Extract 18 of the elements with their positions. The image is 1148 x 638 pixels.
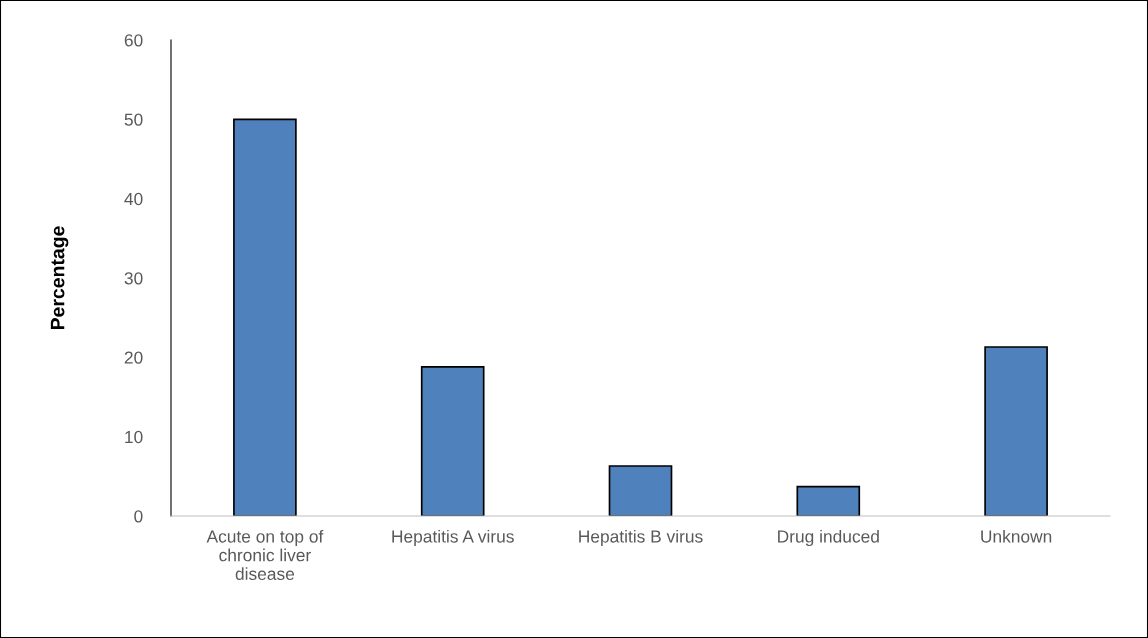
y-tick-label: 60 xyxy=(124,34,143,47)
bar xyxy=(420,366,485,516)
x-tick-label: Drug induced xyxy=(778,529,879,547)
y-tick-label: 20 xyxy=(124,351,143,364)
y-tick-label: 0 xyxy=(134,510,143,523)
x-tick-label: Unknown xyxy=(981,529,1052,543)
x-tick-label: Acute on top of chronic liver disease xyxy=(206,529,324,581)
x-tick-label: Hepatitis B virus xyxy=(579,529,703,547)
y-tick-label: 40 xyxy=(124,192,143,206)
bar xyxy=(984,346,1048,516)
x-tick-label: Hepatitis A virus xyxy=(392,529,514,547)
bar xyxy=(233,118,297,516)
y-axis-title: Percentage xyxy=(50,226,69,330)
y-tick-label: 50 xyxy=(124,113,143,126)
y-tick-label: 30 xyxy=(124,272,143,285)
bar xyxy=(608,465,673,516)
bar xyxy=(796,485,861,516)
y-tick-label: 10 xyxy=(125,430,143,444)
